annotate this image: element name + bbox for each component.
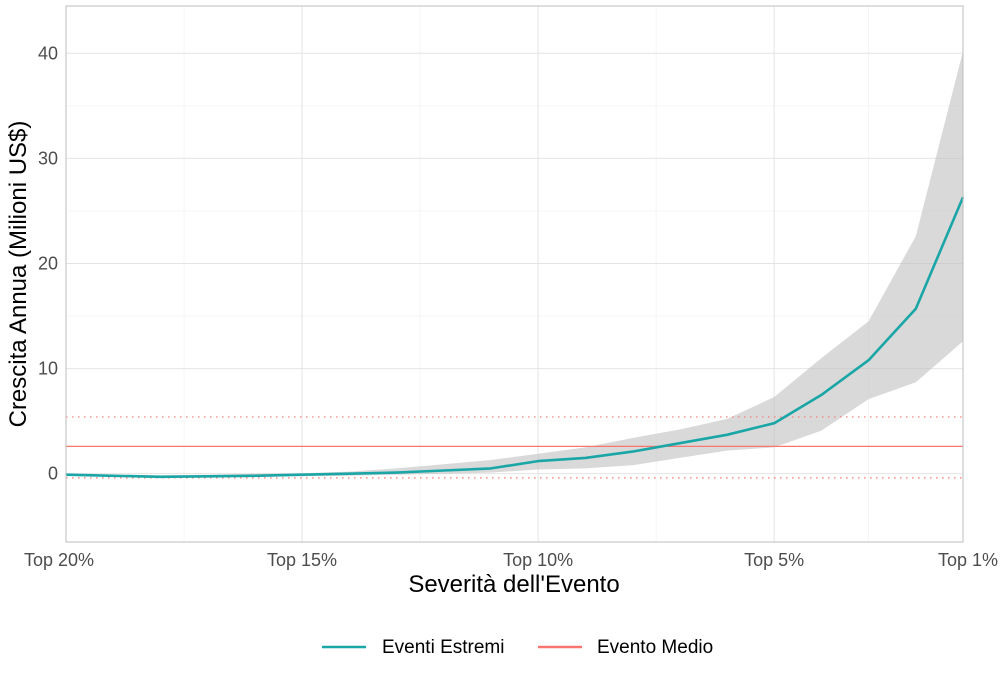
y-tick-label: 30	[38, 148, 58, 168]
y-tick-labels: 0 10 20 30 40	[38, 43, 58, 483]
legend-label-evento-medio: Evento Medio	[597, 637, 713, 658]
x-tick-label: Top 10%	[503, 550, 573, 570]
x-tick-label: Top 20%	[24, 550, 94, 570]
x-tick-label: Top 1%	[938, 550, 998, 570]
legend-label-eventi-estremi: Eventi Estremi	[382, 637, 504, 658]
x-tick-label: Top 5%	[744, 550, 804, 570]
series-line-eventi-estremi	[65, 196, 965, 479]
x-tick-label: Top 15%	[267, 550, 337, 570]
y-axis-title: Crescita Annua (Milioni US$)	[5, 121, 32, 428]
x-tick-labels: Top 20% Top 15% Top 10% Top 5% Top 1%	[24, 550, 998, 570]
x-axis-title: Severità dell'Evento	[408, 571, 619, 598]
y-tick-label: 10	[38, 359, 58, 379]
confidence-ribbon	[66, 51, 963, 478]
y-tick-label: 40	[38, 43, 58, 63]
panel-border	[65, 5, 964, 543]
reference-lines	[66, 416, 963, 479]
legend: Eventi Estremi Evento Medio	[322, 637, 713, 658]
y-tick-label: 20	[38, 253, 58, 273]
y-tick-label: 0	[48, 464, 58, 484]
